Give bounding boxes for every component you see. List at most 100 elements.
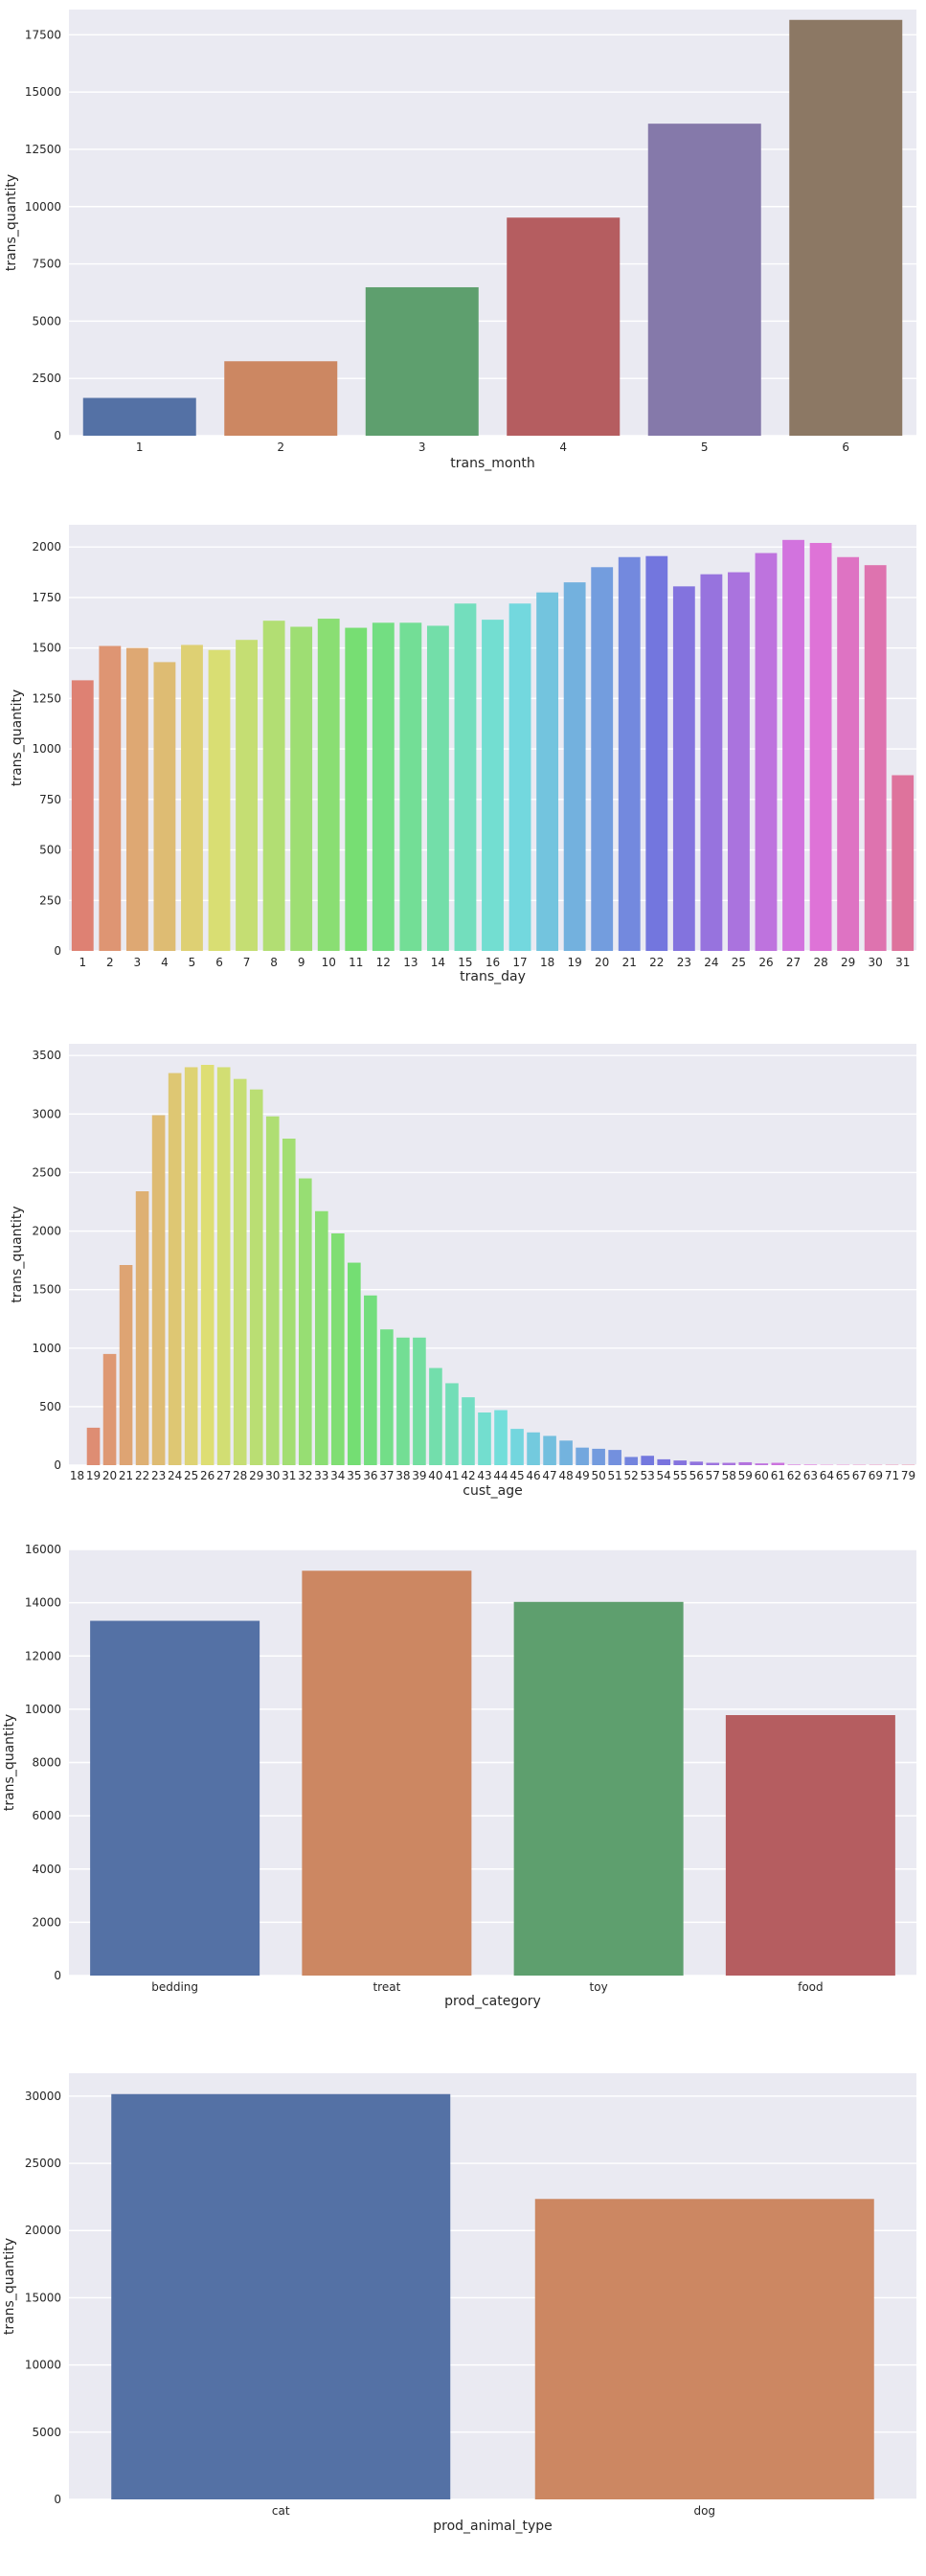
bar bbox=[366, 287, 479, 436]
y-tick-label: 5000 bbox=[32, 314, 61, 328]
x-tick-label: 53 bbox=[641, 1469, 655, 1482]
bar bbox=[399, 622, 421, 951]
bar bbox=[726, 1715, 895, 1976]
x-tick-label: 31 bbox=[282, 1469, 296, 1482]
y-axis-label: trans_quantity bbox=[2, 2238, 17, 2335]
x-tick-label: 34 bbox=[330, 1469, 345, 1482]
bar bbox=[181, 644, 203, 951]
bar bbox=[738, 1462, 752, 1465]
bar bbox=[462, 1397, 475, 1465]
bar bbox=[282, 1139, 296, 1465]
x-tick-label: toy bbox=[590, 1980, 608, 1994]
bar bbox=[543, 1435, 556, 1465]
bar bbox=[299, 1179, 312, 1465]
x-tick-label: 15 bbox=[458, 956, 472, 969]
bar bbox=[728, 573, 750, 951]
x-tick-label: 55 bbox=[673, 1469, 688, 1482]
bar bbox=[90, 1621, 260, 1976]
x-tick-label: food bbox=[798, 1980, 824, 1994]
x-tick-label: 63 bbox=[803, 1469, 818, 1482]
chart-prod-category: 0200040006000800010000120001400016000bed… bbox=[0, 1542, 926, 2059]
y-tick-label: 2500 bbox=[32, 1165, 61, 1179]
x-axis-label: trans_month bbox=[450, 456, 534, 471]
x-tick-label: 65 bbox=[836, 1469, 850, 1482]
y-tick-label: 3000 bbox=[32, 1107, 61, 1120]
x-tick-label: 32 bbox=[298, 1469, 312, 1482]
bar bbox=[782, 540, 804, 951]
y-tick-label: 4000 bbox=[32, 1863, 61, 1876]
x-axis-label: prod_category bbox=[444, 1994, 541, 2009]
bar bbox=[510, 1429, 524, 1465]
x-tick-label: 20 bbox=[595, 956, 609, 969]
x-tick-label: 31 bbox=[895, 956, 910, 969]
bar bbox=[494, 1411, 508, 1465]
x-tick-label: 7 bbox=[243, 956, 251, 969]
bar bbox=[152, 1116, 166, 1465]
bar bbox=[318, 619, 340, 951]
x-tick-label: 4 bbox=[161, 956, 169, 969]
y-tick-label: 8000 bbox=[32, 1756, 61, 1770]
x-tick-label: 42 bbox=[461, 1469, 475, 1482]
x-tick-label: 28 bbox=[813, 956, 827, 969]
bar bbox=[641, 1456, 654, 1465]
bar bbox=[657, 1459, 670, 1465]
bar bbox=[87, 1428, 101, 1465]
bar bbox=[427, 625, 449, 951]
bar bbox=[185, 1067, 198, 1465]
bar bbox=[364, 1296, 377, 1465]
y-tick-label: 0 bbox=[54, 1458, 61, 1472]
x-tick-label: 46 bbox=[526, 1469, 540, 1482]
x-tick-label: 18 bbox=[70, 1469, 84, 1482]
y-tick-label: 1500 bbox=[32, 1283, 61, 1297]
x-tick-label: 3 bbox=[418, 441, 426, 454]
bar bbox=[201, 1065, 215, 1465]
bar bbox=[209, 650, 231, 951]
y-axis-label: trans_quantity bbox=[10, 1206, 25, 1302]
x-tick-label: 37 bbox=[379, 1469, 394, 1482]
bar bbox=[120, 1265, 133, 1465]
x-tick-label: 43 bbox=[477, 1469, 491, 1482]
y-tick-label: 0 bbox=[54, 944, 61, 958]
bar bbox=[689, 1461, 703, 1465]
bar bbox=[810, 543, 832, 951]
x-tick-label: 26 bbox=[758, 956, 773, 969]
bar bbox=[645, 556, 667, 951]
x-tick-label: 27 bbox=[216, 1469, 231, 1482]
x-tick-label: 25 bbox=[184, 1469, 198, 1482]
x-tick-label: 51 bbox=[608, 1469, 622, 1482]
y-tick-label: 12000 bbox=[25, 1649, 61, 1662]
bar bbox=[290, 627, 312, 951]
bar bbox=[234, 1079, 247, 1465]
x-tick-label: 56 bbox=[689, 1469, 704, 1482]
x-tick-label: 38 bbox=[395, 1469, 410, 1482]
x-tick-label: 11 bbox=[349, 956, 363, 969]
bar bbox=[429, 1368, 442, 1465]
bar bbox=[455, 603, 477, 951]
y-axis-label: trans_quantity bbox=[4, 174, 19, 271]
x-tick-label: 10 bbox=[322, 956, 336, 969]
y-tick-label: 2000 bbox=[32, 1915, 61, 1929]
bar bbox=[302, 1570, 471, 1976]
y-tick-label: 20000 bbox=[25, 2224, 61, 2237]
bar bbox=[348, 1263, 361, 1465]
x-tick-label: 49 bbox=[575, 1469, 589, 1482]
x-axis-label: trans_day bbox=[460, 969, 526, 984]
x-tick-label: 57 bbox=[706, 1469, 720, 1482]
bar bbox=[136, 1191, 149, 1465]
x-axis-label: cust_age bbox=[463, 1483, 522, 1499]
bar bbox=[756, 554, 778, 951]
y-tick-label: 2000 bbox=[32, 540, 61, 554]
y-tick-label: 3500 bbox=[32, 1049, 61, 1062]
bar bbox=[865, 565, 887, 951]
bar bbox=[509, 603, 531, 951]
y-tick-label: 14000 bbox=[25, 1596, 61, 1610]
bar bbox=[624, 1457, 638, 1465]
bar bbox=[514, 1602, 684, 1976]
bar bbox=[592, 1449, 605, 1465]
bar bbox=[380, 1329, 394, 1465]
x-tick-label: 28 bbox=[233, 1469, 247, 1482]
y-tick-label: 6000 bbox=[32, 1809, 61, 1822]
bar bbox=[648, 124, 761, 436]
x-tick-label: 67 bbox=[852, 1469, 867, 1482]
